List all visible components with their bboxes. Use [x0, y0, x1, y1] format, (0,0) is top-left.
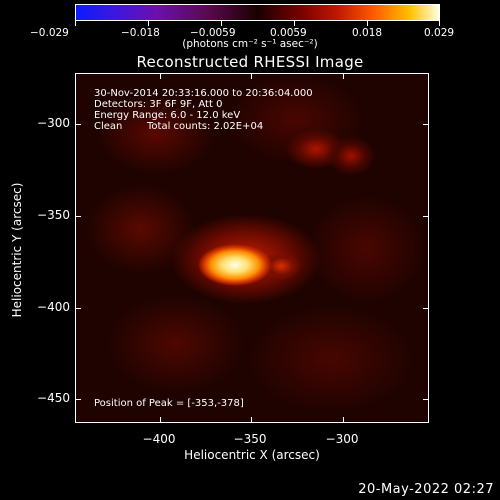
timestamp: 20-May-2022 02:27 [358, 482, 494, 497]
info-algorithm: Clean [94, 121, 123, 132]
peak-position: Position of Peak = [-353,-378] [94, 398, 244, 409]
x-axis-title: Heliocentric X (arcsec) [184, 448, 320, 462]
y-tick [423, 308, 428, 309]
y-axis-title: Heliocentric Y (arcsec) [10, 182, 24, 318]
x-tick-label: −300 [325, 432, 359, 446]
colorbar-units: (photons cm⁻² s⁻¹ asec⁻²) [182, 38, 318, 50]
x-tick [343, 417, 344, 422]
y-tick [76, 399, 81, 400]
x-tick [160, 74, 161, 79]
image-texture [106, 294, 246, 394]
flare-source [198, 244, 272, 286]
y-tick-label: −300 [37, 116, 70, 130]
y-tick [423, 124, 428, 125]
colorbar-tick [221, 21, 222, 26]
colorbar-tick-label: −0.0059 [190, 27, 236, 39]
y-tick [423, 216, 428, 217]
info-total-counts: Total counts: 2.02E+04 [147, 121, 264, 132]
colorbar-tick-label: −0.018 [121, 27, 160, 39]
info-detectors: Detectors: 3F 6F 9F, Att 0 [94, 99, 223, 110]
colorbar-tick [75, 21, 76, 26]
y-tick [423, 399, 428, 400]
y-tick [76, 216, 81, 217]
image-title: Reconstructed RHESSI Image [136, 53, 364, 71]
colorbar-tick [367, 21, 368, 26]
y-tick [76, 308, 81, 309]
info-time-range: 30-Nov-2014 20:33:16.000 to 20:36:04.000 [94, 88, 313, 99]
image-texture [246, 304, 416, 414]
x-tick-label: −400 [142, 432, 176, 446]
colorbar [75, 4, 440, 21]
y-tick-label: −450 [37, 391, 70, 405]
colorbar-tick [294, 21, 295, 26]
rhessi-image [75, 73, 429, 423]
y-tick [76, 124, 81, 125]
y-tick-label: −350 [37, 208, 70, 222]
colorbar-tick-label: 0.018 [352, 27, 383, 39]
colorbar-tick-label: 0.029 [424, 27, 455, 39]
image-texture [96, 94, 216, 174]
info-energy-range: Energy Range: 6.0 - 12.0 keV [94, 110, 241, 121]
image-texture [306, 194, 426, 304]
x-tick [343, 74, 344, 79]
y-tick-label: −400 [37, 300, 70, 314]
x-tick [251, 417, 252, 422]
x-tick-label: −350 [233, 432, 267, 446]
colorbar-tick [439, 21, 440, 26]
x-tick [160, 417, 161, 422]
x-tick [251, 74, 252, 79]
colorbar-tick-label: −0.029 [30, 27, 69, 39]
image-texture [326, 136, 376, 176]
colorbar-tick [148, 21, 149, 26]
colorbar-tick-label: 0.0059 [270, 27, 307, 39]
